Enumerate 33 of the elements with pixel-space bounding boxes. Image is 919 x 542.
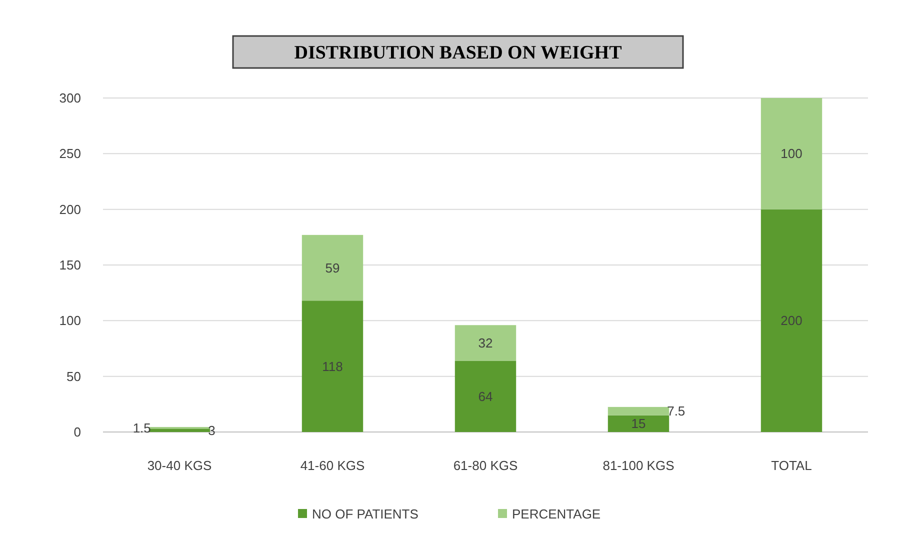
bar	[302, 300, 364, 432]
x-tick-label: 41-60 KGS	[300, 458, 365, 473]
data-label: 59	[325, 260, 340, 276]
bar	[760, 209, 822, 432]
y-tick-label: 300	[59, 90, 81, 106]
y-tick-label: 250	[59, 146, 81, 162]
data-label: 118	[322, 358, 343, 374]
legend-label: PERCENTAGE	[512, 506, 601, 522]
y-tick-label: 100	[59, 313, 81, 328]
legend-label: NO OF PATIENTS	[312, 506, 419, 522]
y-tick-label: 200	[59, 202, 81, 217]
bar	[148, 428, 210, 432]
data-label: 3	[208, 422, 216, 438]
bar	[608, 406, 670, 416]
data-label: 200	[780, 313, 802, 328]
bar	[760, 98, 822, 210]
data-label: 100	[780, 146, 802, 162]
data-label: 1.5	[132, 420, 151, 436]
x-tick-label: 61-80 KGS	[453, 458, 518, 473]
x-tick-label: 30-40 KGS	[147, 458, 212, 473]
x-tick-label: 81-100 KGS	[602, 458, 675, 473]
bar	[454, 325, 516, 361]
bar	[608, 415, 670, 432]
y-tick-label: 0	[74, 424, 81, 440]
bar	[302, 234, 364, 301]
y-tick-label: 150	[59, 258, 81, 273]
chart-title: DISTRIBUTION BASED ON WEIGHT	[294, 42, 622, 64]
x-tick-label: TOTAL	[771, 458, 812, 473]
data-label: 32	[478, 335, 493, 350]
y-tick-label: 50	[66, 368, 81, 384]
data-label: 64	[478, 388, 493, 404]
data-label: 15	[631, 416, 646, 432]
bar	[454, 360, 516, 432]
